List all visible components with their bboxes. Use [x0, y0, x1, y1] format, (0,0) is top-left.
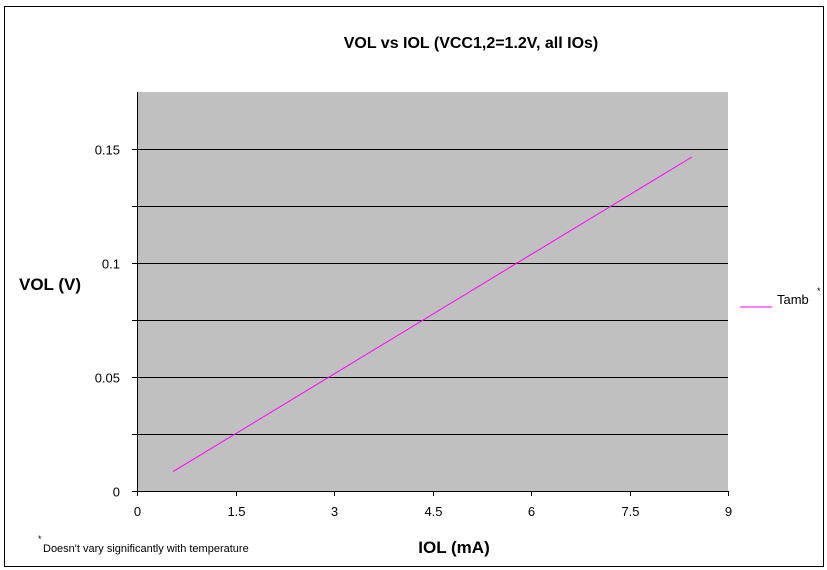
y-tick-label-6: 0.15 [95, 143, 120, 158]
legend: Tamb * [740, 286, 821, 308]
chart-title: VOL vs IOL (VCC1,2=1.2V, all IOs) [344, 35, 599, 52]
series-line-tamb [172, 156, 693, 473]
y-tick-labels: 0 0.05 0.1 0.15 [95, 143, 120, 500]
y-tick-label-2: 0.05 [95, 371, 120, 386]
plot-area [137, 92, 728, 491]
chart-frame [4, 6, 824, 567]
y-tick-label-0: 0 [113, 485, 120, 500]
x-tick-label-6: 9 [725, 504, 732, 519]
footnote-marker: * [38, 534, 42, 544]
axes [132, 92, 729, 496]
legend-label-0: Tamb [777, 292, 809, 307]
x-tick-label-3: 4.5 [424, 504, 442, 519]
legend-label-superscript-0: * [817, 286, 821, 296]
series-group [172, 156, 693, 473]
footnote-text: Doesn't vary significantly with temperat… [43, 543, 249, 555]
x-tick-label-0: 0 [134, 504, 141, 519]
x-tick-labels: 0 1.5 3 4.5 6 7.5 9 [134, 504, 732, 519]
x-axis-title: IOL (mA) [418, 538, 489, 557]
x-tick-label-5: 7.5 [621, 504, 639, 519]
x-tick-label-1: 1.5 [227, 504, 245, 519]
footnote: * Doesn't vary significantly with temper… [38, 534, 249, 555]
x-tick-label-4: 6 [528, 504, 535, 519]
y-axis-title: VOL (V) [19, 275, 81, 294]
gridlines [137, 149, 728, 435]
y-tick-label-4: 0.1 [102, 257, 120, 272]
x-tick-label-2: 3 [331, 504, 338, 519]
